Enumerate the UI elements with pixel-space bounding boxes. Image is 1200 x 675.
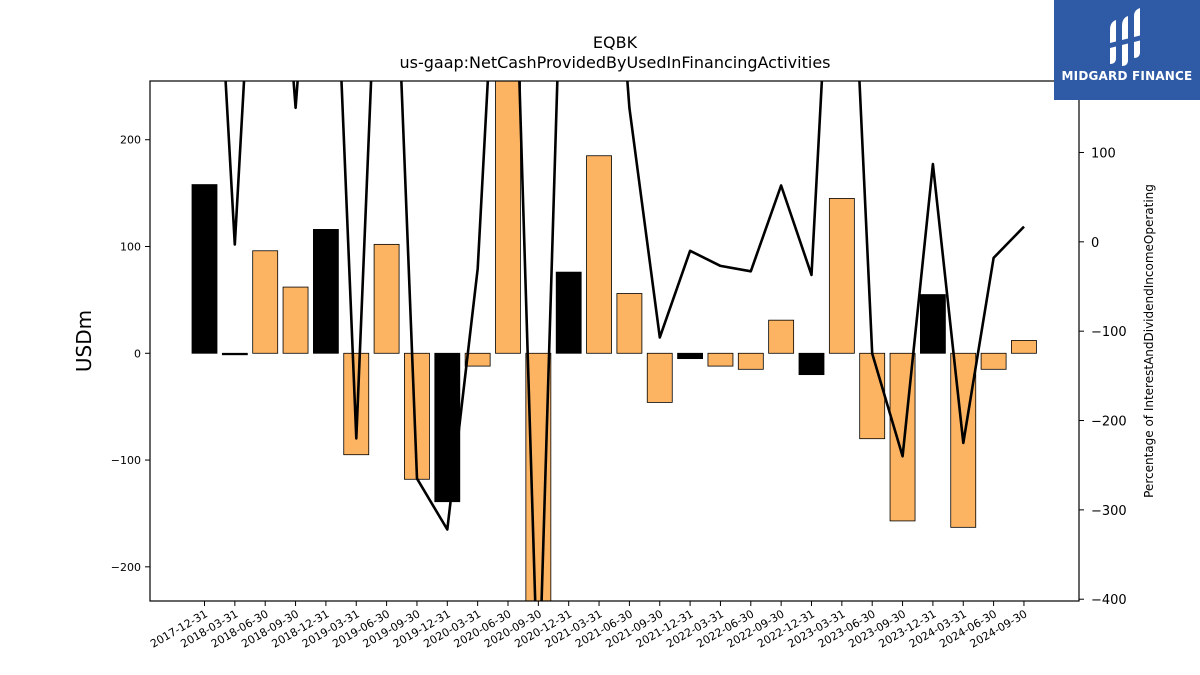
- bar-2023-06-30: [859, 352, 886, 440]
- y2-axis: −400 −300 −200 −100 0 100: [1079, 146, 1127, 608]
- y2-tick-label: 100: [1091, 146, 1116, 161]
- y2-tick-label: −300: [1091, 504, 1127, 519]
- bar-2023-03-31: [828, 198, 855, 354]
- chart-title: EQBK: [593, 33, 638, 52]
- bar-2018-03-31: [221, 352, 248, 356]
- bar-2020-06-30: [495, 81, 521, 354]
- x-axis: 2017-12-312018-03-312018-06-302018-09-30…: [148, 601, 1030, 651]
- bar-2022-03-31: [707, 352, 734, 367]
- brand-name: MIDGARD FINANCE: [1061, 69, 1193, 83]
- bar-2018-09-30: [282, 286, 309, 354]
- y2-axis-label: Percentage of InterestAndDividendIncomeO…: [1142, 184, 1156, 498]
- y2-tick-label: −400: [1091, 593, 1127, 608]
- bar-2023-12-31: [920, 294, 946, 354]
- y-tick-label: −200: [111, 561, 141, 574]
- y-axis-label: USDm: [72, 310, 96, 372]
- y-tick-label: −100: [111, 454, 141, 467]
- y-axis: −200 −100 0 100 200: [111, 134, 150, 574]
- line-series: [224, 81, 1025, 601]
- y-tick-label: 200: [120, 134, 141, 147]
- bar-2024-06-30: [980, 352, 1007, 370]
- bar-2022-06-30: [737, 352, 764, 370]
- bar-2022-12-31: [798, 352, 825, 376]
- line-path: [224, 81, 1025, 601]
- bar-2021-09-30: [646, 352, 673, 403]
- bar-2021-12-31: [677, 352, 703, 360]
- bar-2019-12-31: [434, 352, 461, 503]
- y-tick-label: 0: [134, 347, 141, 360]
- brand-logo: MIDGARD FINANCE: [1054, 0, 1200, 100]
- bar-2022-09-30: [768, 319, 795, 354]
- y2-tick-label: −200: [1091, 415, 1127, 430]
- bar-2018-06-30: [252, 250, 279, 354]
- chart-subtitle: us-gaap:NetCashProvidedByUsedInFinancing…: [399, 53, 830, 72]
- plot-frame: [149, 80, 1080, 602]
- bar-series: [191, 81, 1037, 601]
- bar-2017-12-31: [191, 184, 218, 354]
- y2-tick-label: −100: [1091, 325, 1127, 340]
- bar-2021-06-30: [616, 293, 643, 354]
- bar-2018-12-31: [312, 229, 339, 354]
- bar-2021-03-31: [586, 155, 612, 354]
- y-tick-label: 100: [120, 241, 141, 254]
- bar-2020-03-31: [464, 352, 491, 367]
- brand-mark-icon: [1106, 8, 1146, 66]
- bar-2019-06-30: [373, 243, 400, 354]
- bar-2020-12-31: [555, 271, 582, 354]
- y2-tick-label: 0: [1091, 236, 1099, 251]
- bar-2024-09-30: [1011, 340, 1037, 354]
